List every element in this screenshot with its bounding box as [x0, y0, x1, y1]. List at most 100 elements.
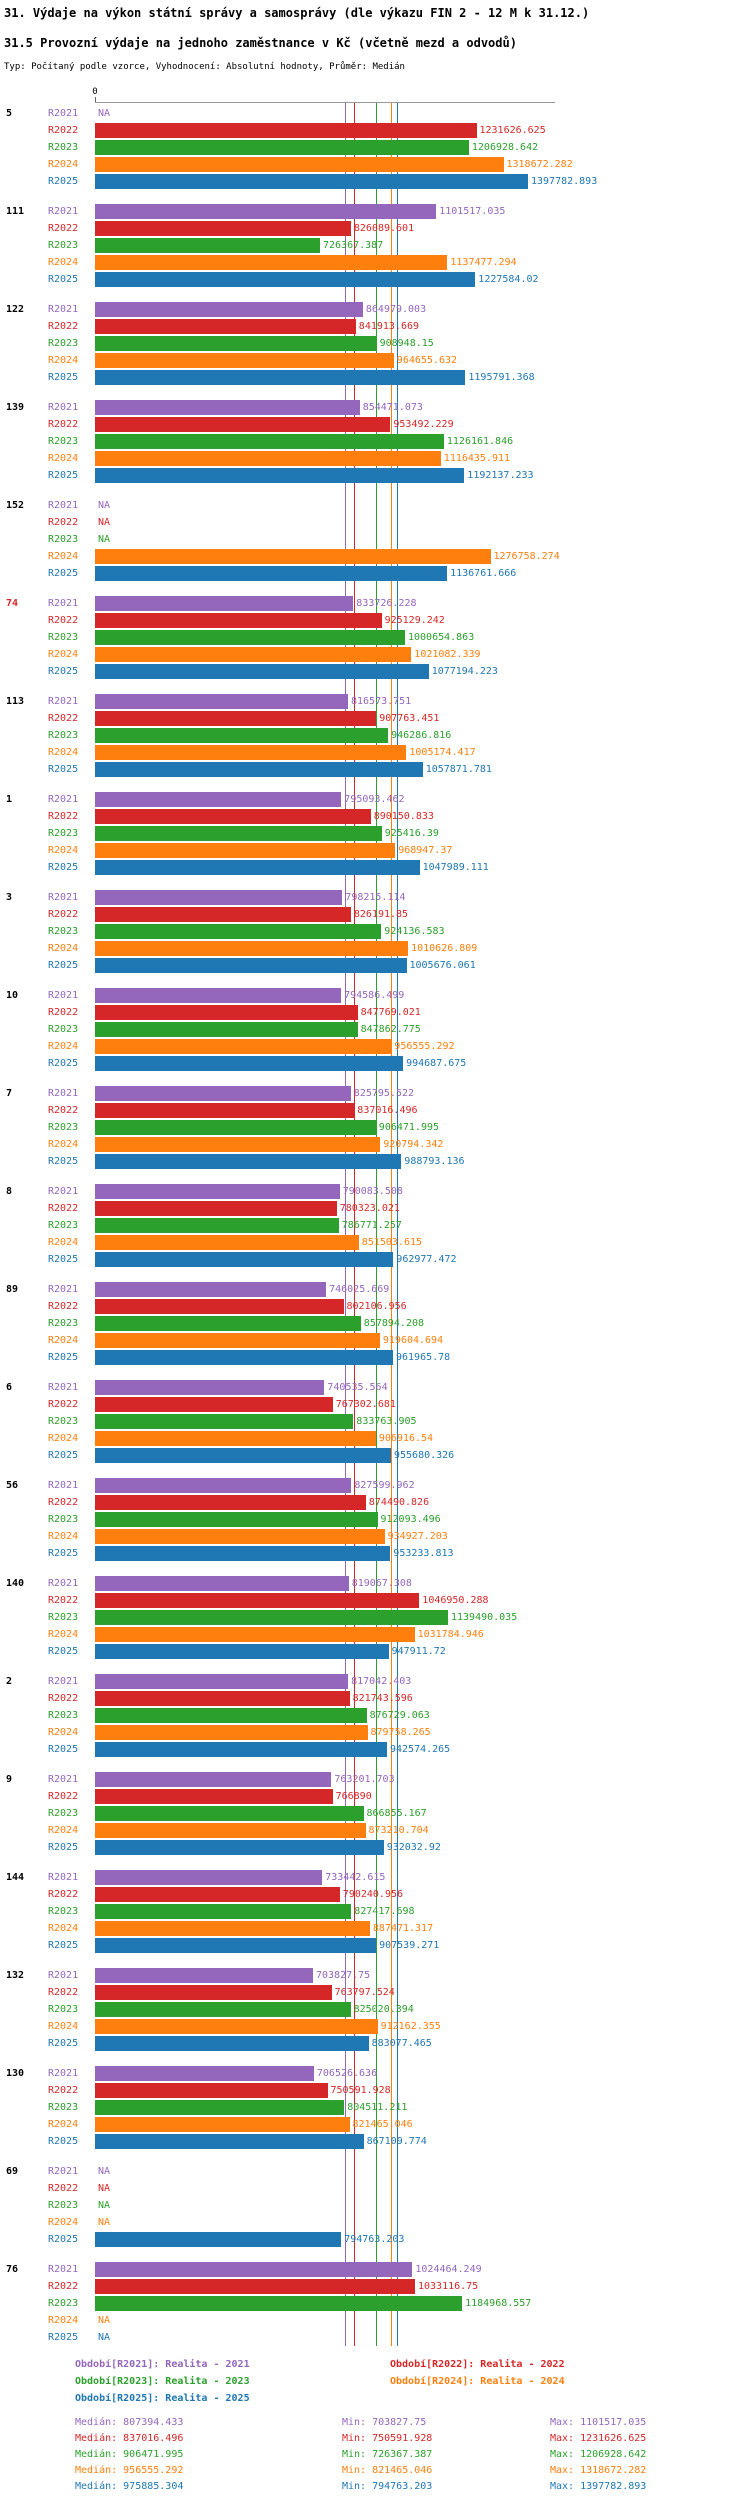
bar-track: 1101517.035	[95, 204, 750, 219]
series-label: R2025	[48, 1842, 79, 1853]
bar-value: 876729.063	[369, 1710, 430, 1721]
bar-row-r2023: R2023 1184968.557	[34, 2295, 750, 2312]
bar-row-r2025: R2025 1195791.368	[34, 369, 750, 386]
bar-track: 906916.54	[95, 1431, 750, 1446]
bar-value: 750591.928	[330, 2085, 391, 2096]
group-label: 7	[6, 1088, 13, 1099]
bar	[95, 1674, 349, 1689]
bar	[95, 1576, 349, 1591]
series-label: R2024	[48, 1629, 79, 1640]
bar-value: 763797.524	[334, 1987, 395, 1998]
bar-value: 925416.39	[384, 828, 439, 839]
bar-group-76: 76 R2021 1024464.249 R2022 1033116.75 R2023 11…	[0, 2261, 750, 2346]
bar-value: 907763.451	[379, 713, 440, 724]
bar-value: 912093.496	[380, 1514, 441, 1525]
bar-row-r2022: R2022 1046950.288	[34, 1592, 750, 1609]
series-label: R2021	[48, 1088, 79, 1099]
bar	[95, 711, 377, 726]
bar-track: 706526.636	[95, 2066, 750, 2081]
bar-row-r2024: R2024 968947.37	[34, 842, 750, 859]
bar	[95, 762, 423, 777]
bar-row-r2022: R2022 826089.601	[34, 220, 750, 237]
bar-value: 1139490.035	[451, 1612, 518, 1623]
series-label: R2024	[48, 257, 79, 268]
group-label: 1	[6, 794, 13, 805]
bar	[95, 647, 412, 662]
bar	[95, 157, 504, 172]
bar-value: 790083.508	[342, 1186, 403, 1197]
bar	[95, 1772, 332, 1787]
series-label: R2025	[48, 1450, 79, 1461]
series-label: R2024	[48, 2217, 79, 2228]
bar-row-r2025: R2025 988793.136	[34, 1153, 750, 1170]
bar	[95, 1742, 387, 1757]
group-rows: R2021 NA R2022 NA R2023 NA R2024 1276758.274 R20…	[34, 497, 750, 582]
bar	[95, 1299, 344, 1314]
bar-row-r2023: R2023 1000654.863	[34, 629, 750, 646]
bar-row-r2023: R2023 827417.698	[34, 1903, 750, 1920]
series-label: R2024	[48, 1825, 79, 1836]
series-label: R2024	[48, 551, 79, 562]
bar-row-r2025: R2025 1227584.02	[34, 271, 750, 288]
axis-origin-label: 0	[92, 87, 98, 97]
bar	[95, 1823, 366, 1838]
bar	[95, 302, 363, 317]
bar-row-r2023: R2023 857894.208	[34, 1315, 750, 1332]
bar-row-r2023: R2023 925416.39	[34, 825, 750, 842]
bar-row-r2025: R2025 962977.472	[34, 1251, 750, 1268]
bar-value: 961965.78	[396, 1352, 451, 1363]
bar	[95, 1691, 350, 1706]
bar-track: 988793.136	[95, 1154, 750, 1169]
bar	[95, 1512, 378, 1527]
bar-row-r2021: R2021 746025.669	[34, 1281, 750, 1298]
median-line-r2022	[354, 103, 356, 2346]
bar-track: 819067.308	[95, 1576, 750, 1591]
bar-row-r2022: R2022 890150.833	[34, 808, 750, 825]
group-label: 113	[6, 696, 25, 707]
series-label: R2022	[48, 713, 79, 724]
legend-item-r2024: Období[R2024]: Realita - 2024	[390, 2376, 565, 2387]
series-label: R2025	[48, 862, 79, 873]
series-label: R2023	[48, 2102, 79, 2113]
bar-row-r2024: R2024 1137477.294	[34, 254, 750, 271]
group-label: 89	[6, 1284, 19, 1295]
series-label: R2021	[48, 892, 79, 903]
bar-value: 826191.85	[353, 909, 409, 920]
bar-track: 879758.265	[95, 1725, 750, 1740]
bar-track: 1047989.111	[95, 860, 750, 875]
bar-track: 1184968.557	[95, 2296, 750, 2311]
bar-row-r2022: R2022 821743.596	[34, 1690, 750, 1707]
bar-row-r2023: R2023 1139490.035	[34, 1609, 750, 1626]
bar	[95, 1414, 354, 1429]
bar-row-r2021: R2021 706526.636	[34, 2065, 750, 2082]
bar	[95, 1495, 366, 1510]
bar-group-122: 122 R2021 864979.003 R2022 841913.669 R2023 90…	[0, 301, 750, 386]
series-label: R2024	[48, 2119, 79, 2130]
bar-track: 942574.265	[95, 1742, 750, 1757]
bar-track: NA	[95, 532, 750, 547]
bar-track: 750591.928	[95, 2083, 750, 2098]
series-label: R2022	[48, 125, 79, 136]
bar-value: 817042.403	[351, 1676, 412, 1687]
bar-group-8: 8 R2021 790083.508 R2022 780323.021 R2023 7867…	[0, 1183, 750, 1268]
bar-row-r2025: R2025 955680.326	[34, 1447, 750, 1464]
bar	[95, 2002, 351, 2017]
series-label: R2021	[48, 2264, 79, 2275]
bar	[95, 1022, 358, 1037]
bar-track: 1005174.417	[95, 745, 750, 760]
series-label: R2023	[48, 1024, 79, 1035]
bar-track: 1116435.911	[95, 451, 750, 466]
bar-value: 934927.203	[387, 1531, 448, 1542]
bar-row-r2025: R2025 1397782.893	[34, 173, 750, 190]
median-stat: Medián: 906471.995	[75, 2449, 184, 2460]
bar	[95, 1397, 333, 1412]
bar-track: 920794.342	[95, 1137, 750, 1152]
bar-row-r2022: R2022 925129.242	[34, 612, 750, 629]
bar-value: 1101517.035	[439, 206, 506, 217]
bar-row-r2025: R2025 1057871.781	[34, 761, 750, 778]
bar	[95, 1985, 332, 2000]
series-label: R2021	[48, 108, 79, 119]
series-label: R2024	[48, 943, 79, 954]
bar-value: 994687.675	[406, 1058, 467, 1069]
bar-row-r2023: R2023 906471.995	[34, 1119, 750, 1136]
